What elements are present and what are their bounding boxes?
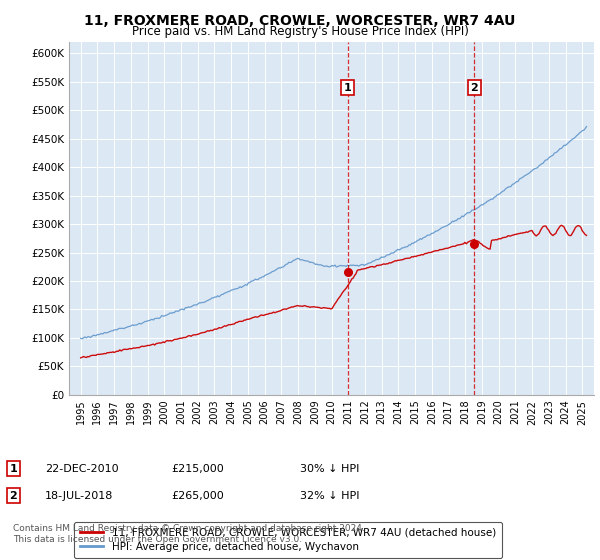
Text: Price paid vs. HM Land Registry's House Price Index (HPI): Price paid vs. HM Land Registry's House … [131,25,469,38]
Text: Contains HM Land Registry data © Crown copyright and database right 2024.
This d: Contains HM Land Registry data © Crown c… [13,524,365,544]
Text: 1: 1 [344,82,352,92]
Text: 2: 2 [470,82,478,92]
Text: 22-DEC-2010: 22-DEC-2010 [45,464,119,474]
Text: 32% ↓ HPI: 32% ↓ HPI [300,491,359,501]
Text: 2: 2 [10,491,17,501]
Text: 18-JUL-2018: 18-JUL-2018 [45,491,113,501]
Text: 1: 1 [10,464,17,474]
Text: 30% ↓ HPI: 30% ↓ HPI [300,464,359,474]
Text: 11, FROXMERE ROAD, CROWLE, WORCESTER, WR7 4AU: 11, FROXMERE ROAD, CROWLE, WORCESTER, WR… [85,14,515,28]
Text: £215,000: £215,000 [171,464,224,474]
Text: £265,000: £265,000 [171,491,224,501]
Legend: 11, FROXMERE ROAD, CROWLE, WORCESTER, WR7 4AU (detached house), HPI: Average pri: 11, FROXMERE ROAD, CROWLE, WORCESTER, WR… [74,522,502,558]
